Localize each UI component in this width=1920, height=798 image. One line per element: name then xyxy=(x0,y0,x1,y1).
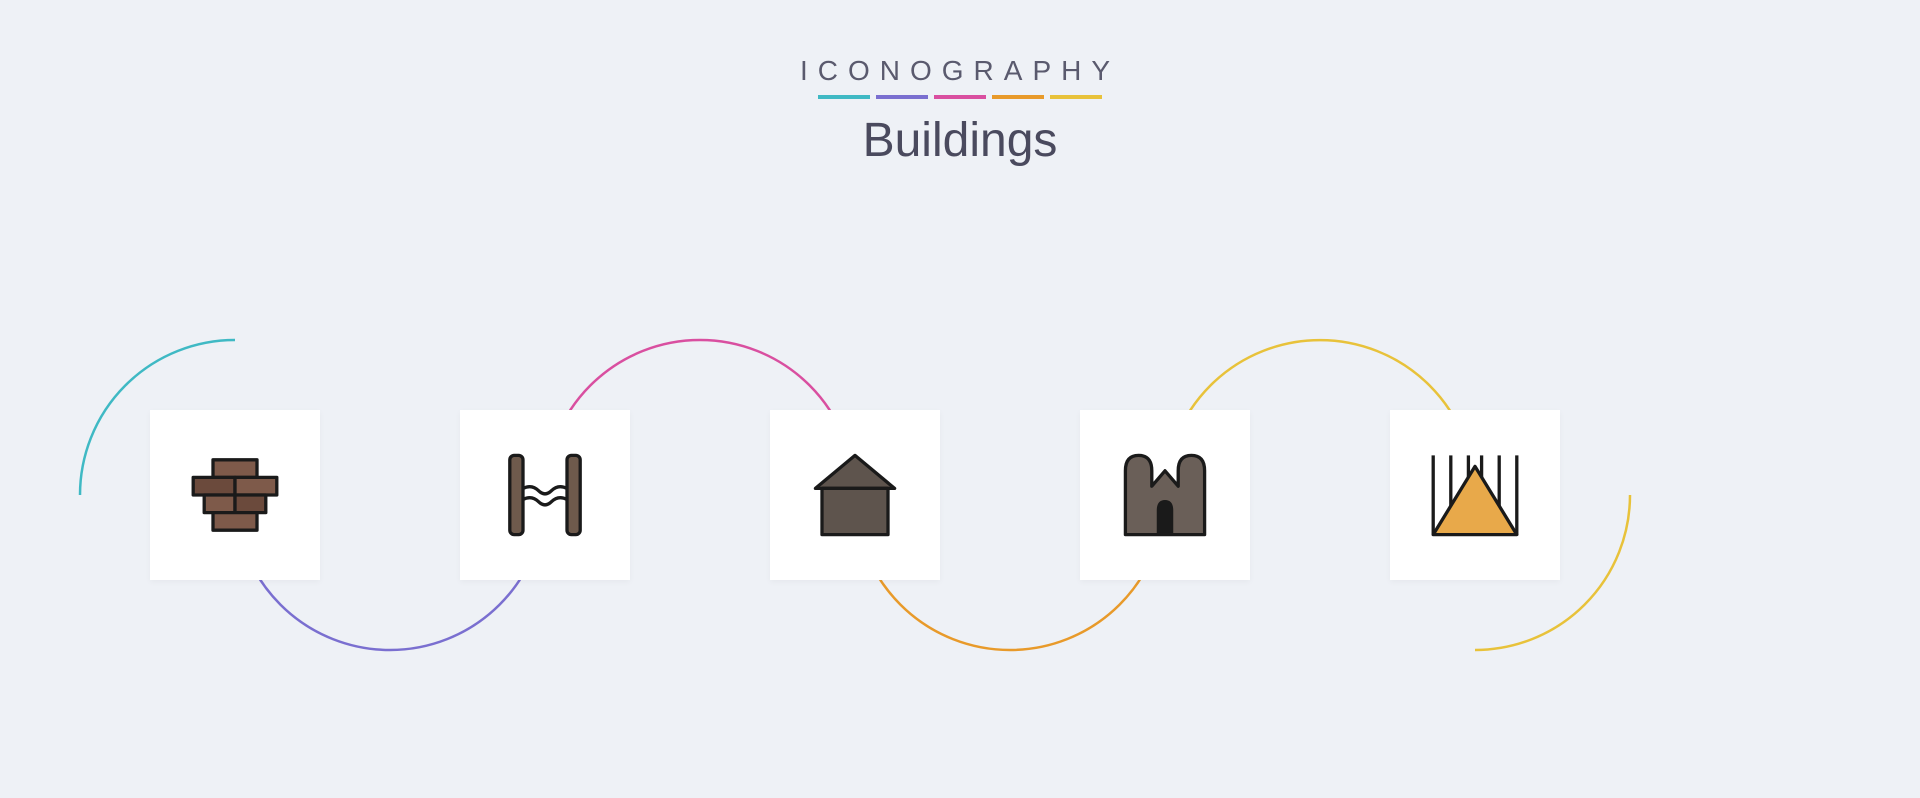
connector-arcs xyxy=(0,0,1920,798)
